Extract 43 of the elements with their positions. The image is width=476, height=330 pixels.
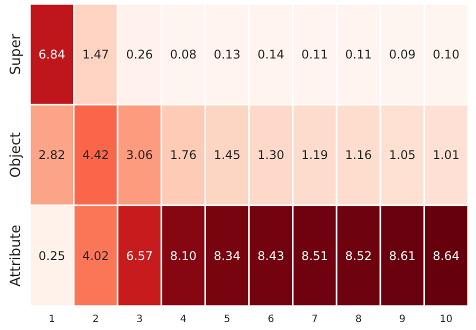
data-label: 4.02	[82, 248, 110, 263]
data-label: 1.47	[82, 48, 110, 62]
data-label: 1.45	[214, 148, 240, 162]
data-label: 8.34	[214, 248, 240, 263]
data-label: 0.09	[388, 48, 416, 62]
x-tick-label: 5	[224, 314, 230, 325]
data-label: 6.57	[126, 248, 153, 263]
data-label: 2.82	[38, 148, 66, 162]
data-label: 1.19	[301, 148, 328, 162]
data-label: 0.14	[258, 48, 284, 62]
data-label: 8.10	[170, 248, 197, 263]
data-label: 1.76	[170, 148, 197, 162]
data-label: 6.84	[38, 48, 66, 62]
data-label: 1.05	[388, 148, 416, 162]
x-tick-label: 8	[355, 314, 362, 325]
data-label: 1.01	[432, 148, 460, 162]
y-tick-label: Object	[8, 132, 24, 178]
x-tick-label: 2	[92, 314, 99, 325]
data-label: 0.11	[301, 48, 328, 62]
data-label: 8.64	[432, 248, 460, 263]
x-tick-label: 4	[180, 314, 186, 325]
data-label: 1.16	[345, 148, 372, 162]
x-tick-label: 3	[136, 314, 143, 325]
x-tick-label: 9	[399, 314, 406, 325]
data-label: 4.42	[82, 148, 110, 162]
data-label: 8.43	[258, 248, 284, 263]
x-tick-label: 10	[440, 314, 452, 325]
y-tick-label: Attribute	[8, 224, 24, 287]
data-label: 1.30	[258, 148, 284, 162]
x-tick-label: 7	[312, 314, 318, 325]
data-label: 8.61	[388, 248, 416, 263]
data-label: 8.51	[301, 248, 328, 263]
data-label: 8.52	[345, 248, 372, 263]
y-tick-label: Super	[8, 34, 24, 75]
data-label: 3.06	[126, 148, 153, 162]
data-label: 0.13	[214, 48, 240, 62]
data-label: 0.11	[345, 48, 372, 62]
data-label: 0.25	[38, 248, 66, 263]
x-tick-label: 6	[268, 314, 274, 325]
x-tick-label: 1	[48, 314, 56, 325]
data-label: 0.10	[432, 48, 460, 62]
data-label: 0.26	[126, 48, 153, 62]
data-label: 0.08	[170, 48, 197, 62]
